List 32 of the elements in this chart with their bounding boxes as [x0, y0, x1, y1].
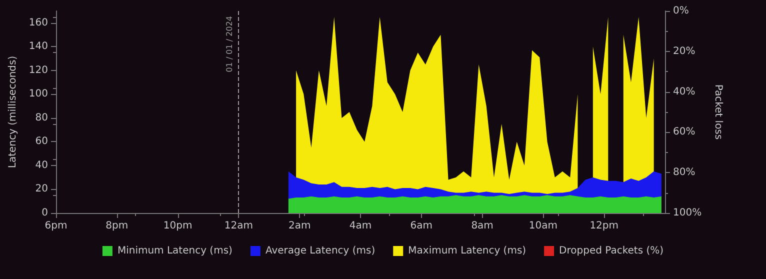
y-tick-label: 80: [35, 112, 48, 124]
y2-axis-title: Packet loss: [712, 84, 724, 140]
y-tick-label: 160: [28, 17, 48, 28]
ref-line-label: 01 / 01 / 2024: [225, 16, 234, 72]
x-tick-label: 6am: [410, 220, 433, 232]
x-tick-label: 12pm: [590, 220, 619, 232]
x-tick-label: 4am: [349, 220, 372, 232]
x-tick-label: 2am: [288, 220, 311, 232]
y2-tick-label: 40%: [673, 86, 696, 98]
y2-tick-label: 20%: [673, 46, 696, 57]
y2-tick-label: 80%: [673, 167, 696, 178]
y-tick-label: 60: [35, 136, 48, 148]
y-tick-label: 100: [28, 88, 48, 100]
x-tick-label: 10am: [528, 220, 558, 232]
y-tick-label: 0: [42, 208, 48, 218]
y2-tick-label: 60%: [673, 126, 696, 138]
y2-tick-label: 0%: [673, 6, 689, 16]
y-tick-label: 20: [35, 184, 48, 195]
legend-label: Average Latency (ms): [265, 246, 376, 256]
y2-tick-label: 100%: [673, 208, 702, 218]
x-tick-label: 12am: [224, 220, 253, 232]
x-tick-label: 6pm: [44, 220, 68, 232]
x-tick-label: 8am: [471, 220, 494, 232]
y-tick-label: 40: [35, 160, 48, 171]
legend-label: Minimum Latency (ms): [117, 246, 233, 256]
legend-label: Dropped Packets (%): [559, 246, 664, 256]
legend-label: Maximum Latency (ms): [408, 246, 526, 256]
x-tick-label: 8pm: [106, 220, 128, 232]
y-tick-label: 120: [28, 64, 48, 76]
y-tick-label: 140: [28, 41, 48, 52]
y-axis-title: Latency (milliseconds): [8, 56, 18, 168]
x-tick-label: 10pm: [163, 220, 192, 232]
